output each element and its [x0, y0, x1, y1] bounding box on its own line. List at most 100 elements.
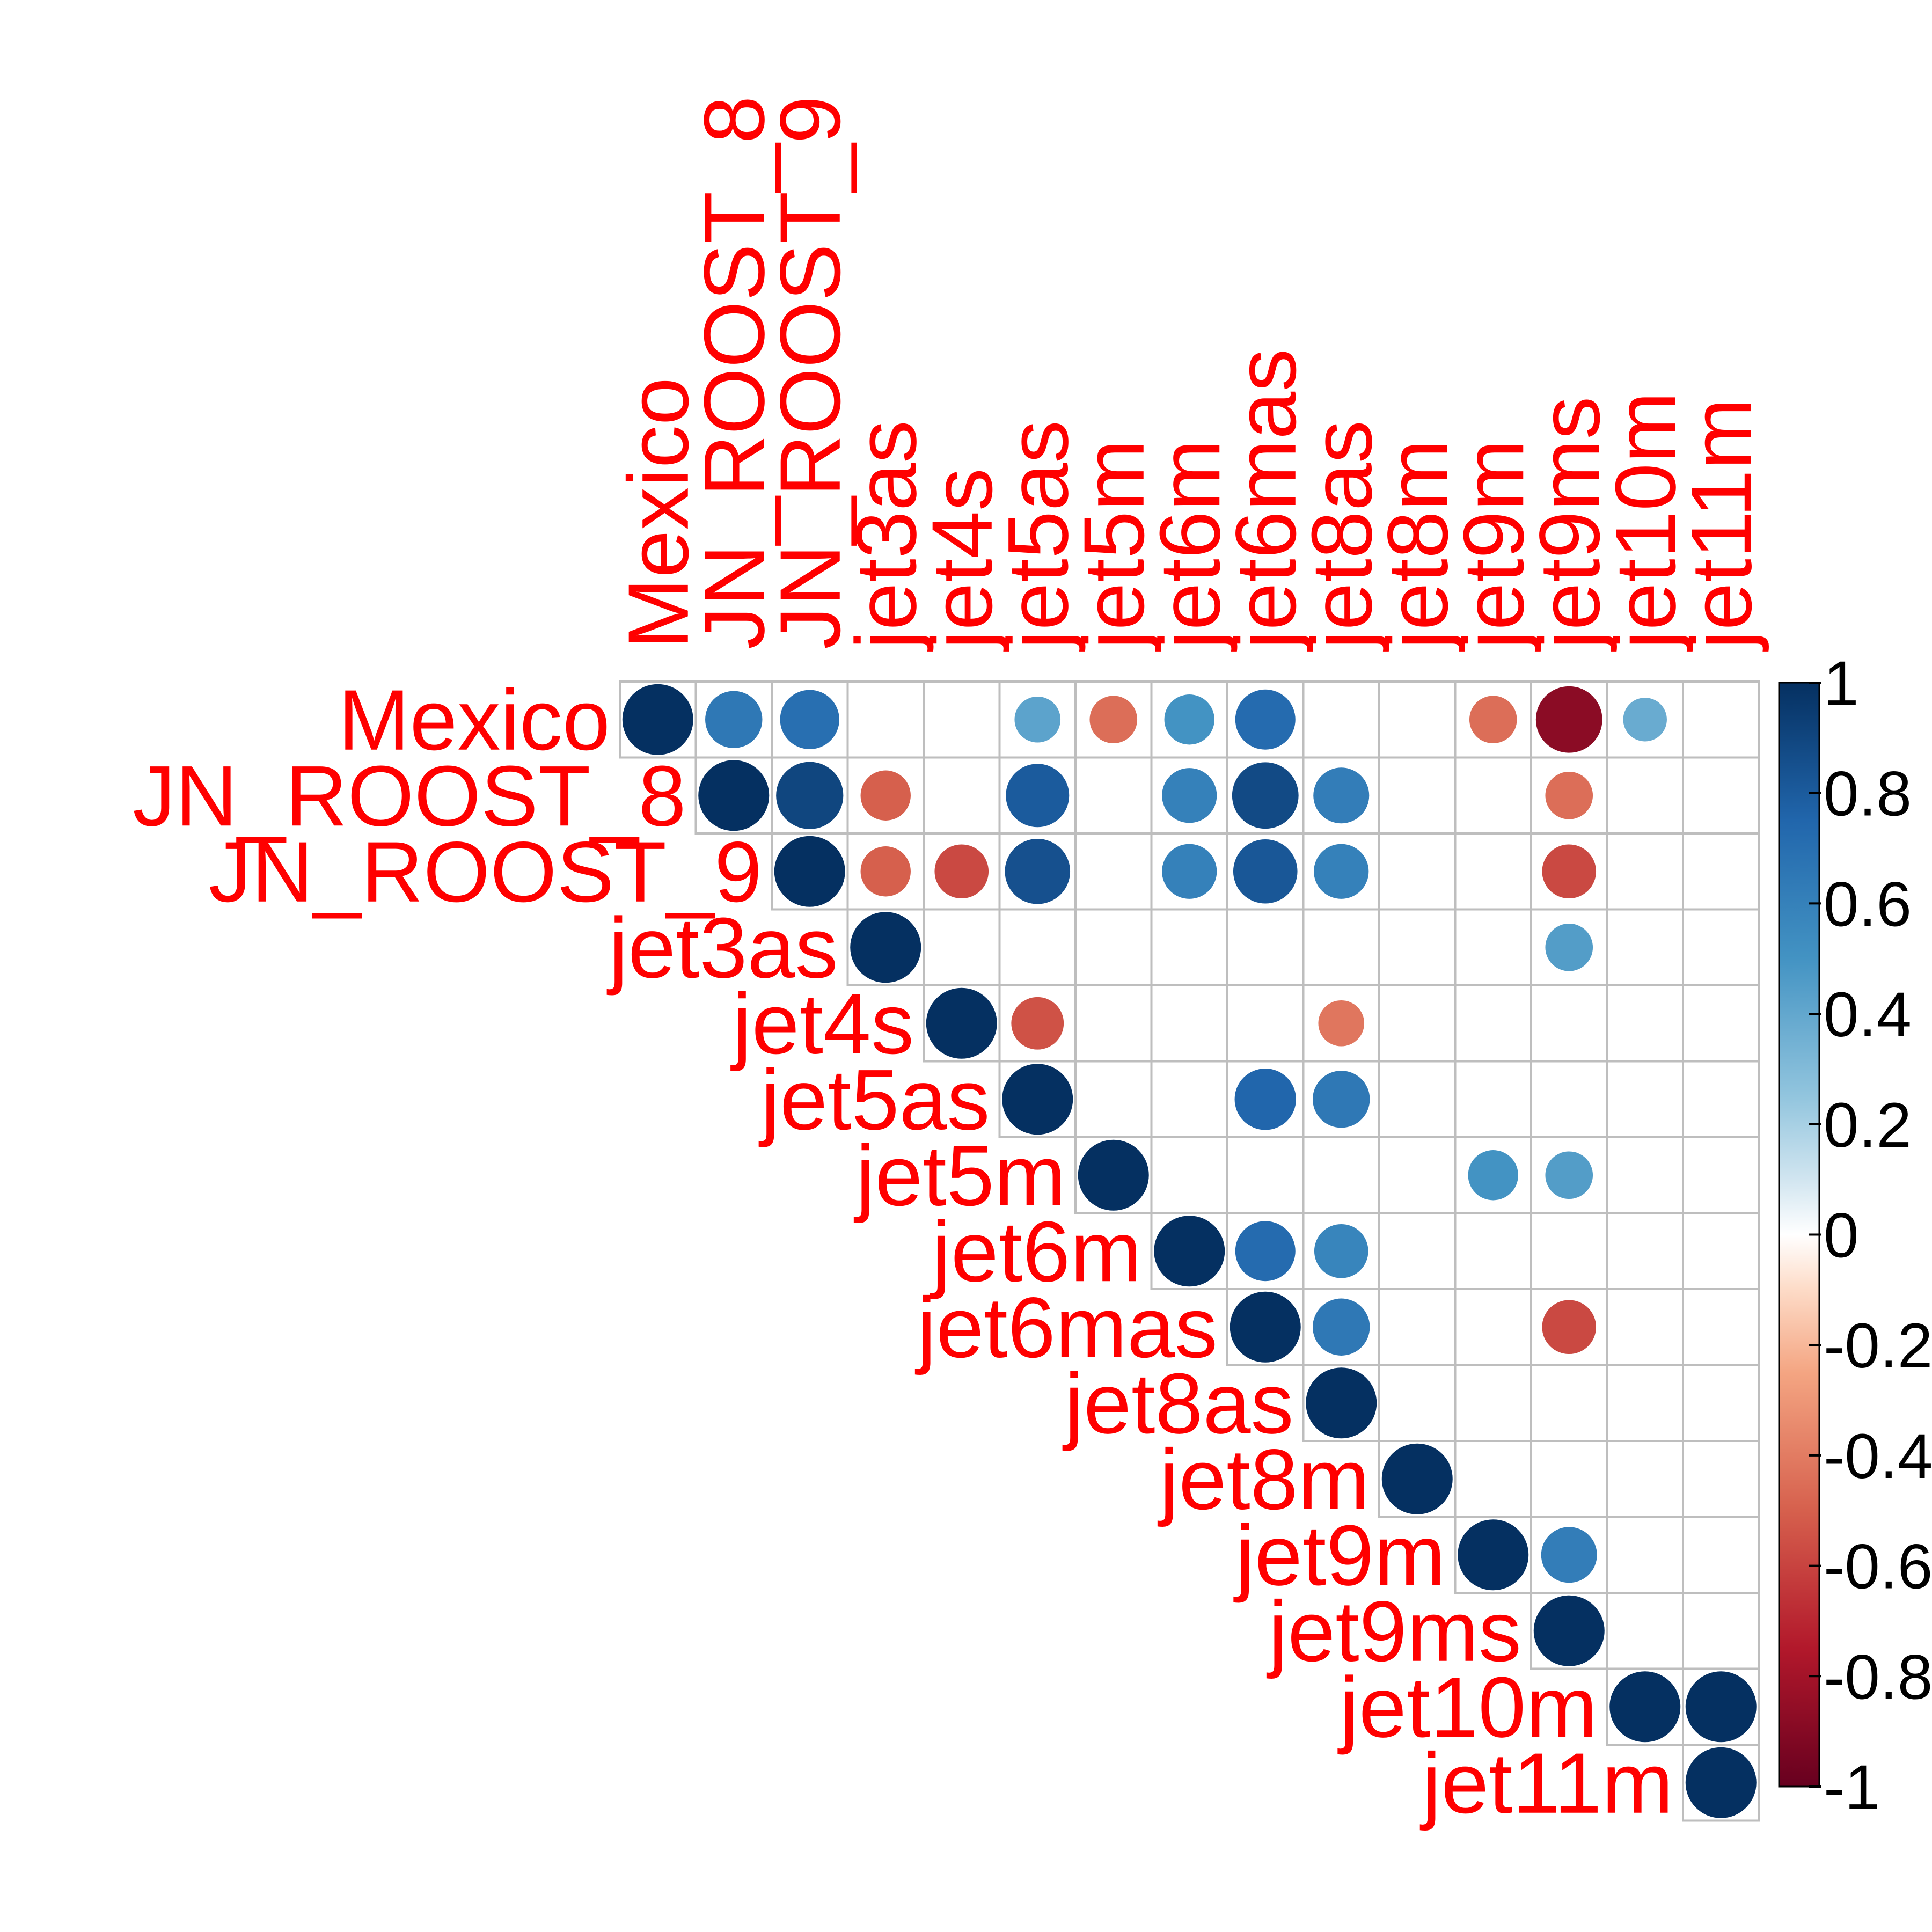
grid-cell [1074, 832, 1153, 911]
row-label-jet9m: jet9m [1233, 1507, 1445, 1603]
grid-cell [1682, 832, 1760, 911]
grid-cell [1682, 756, 1760, 835]
grid-cell [923, 908, 1001, 986]
row-label-jet6mas: jet6mas [915, 1279, 1218, 1375]
colorbar-tick-label: 0.2 [1824, 1090, 1912, 1161]
correlation-circle-jet4s-jet8as [1318, 1000, 1365, 1046]
correlation-circle-Mexico-JN_ROOST_9 [780, 690, 839, 749]
grid-cell [1682, 984, 1760, 1063]
column-label-jet8m: jet8m [1370, 440, 1466, 652]
correlation-circle-jet5as-jet6mas [1234, 1069, 1296, 1130]
row-label-jet8as: jet8as [1063, 1355, 1294, 1451]
grid-cell [1150, 908, 1228, 986]
grid-cell [1682, 1060, 1760, 1138]
correlation-circle-jet6mas-jet6mas [1230, 1291, 1301, 1363]
grid-cell [1302, 908, 1380, 986]
grid-cell [1226, 908, 1305, 986]
grid-cell [1530, 1364, 1608, 1442]
correlation-circle-JN_ROOST_8-jet3as [860, 770, 911, 821]
correlation-circle-JN_ROOST_8-jet5as [1006, 764, 1070, 828]
column-label-jet4s: jet4s [914, 468, 1010, 652]
correlation-circle-Mexico-jet9m [1469, 696, 1517, 744]
grid-cell [1606, 1136, 1684, 1214]
grid-cell [1682, 1744, 1760, 1822]
grid-cell [1530, 1440, 1608, 1518]
correlation-circle-JN_ROOST_8-jet6m [1162, 768, 1217, 823]
column-label-Mexico: Mexico [610, 377, 706, 649]
correlation-circles [622, 684, 1757, 1818]
grid-cell [1378, 908, 1457, 986]
grid-cell [1150, 1136, 1228, 1214]
grid-cell [1682, 1364, 1760, 1442]
correlation-circle-JN_ROOST_9-jet9ms [1542, 844, 1597, 899]
row-label-jet8m: jet8m [1158, 1431, 1370, 1527]
column-label-jet10m: jet10m [1597, 392, 1693, 652]
grid-cell [1074, 908, 1153, 986]
grid-cell [1682, 908, 1760, 986]
grid-cell [923, 680, 1001, 759]
grid [619, 680, 1760, 1822]
row-label-jet4s: jet4s [730, 976, 914, 1072]
grid-cell [1454, 1288, 1532, 1366]
grid-cell [1682, 1516, 1760, 1594]
correlation-circle-JN_ROOST_9-jet6mas [1233, 839, 1298, 904]
grid-cell [1682, 1592, 1760, 1670]
correlation-circle-JN_ROOST_9-jet4s [934, 844, 989, 899]
row-label-jet9ms: jet9ms [1267, 1583, 1521, 1679]
grid-cell [1302, 1136, 1380, 1214]
correlation-circle-jet9m-jet9ms [1541, 1527, 1597, 1583]
colorbar-tick-label: 0.6 [1824, 869, 1912, 940]
correlation-circle-jet10m-jet10m [1609, 1671, 1681, 1743]
row-label-jet5m: jet5m [854, 1128, 1066, 1224]
row-labels: MexicoJN_ROOST_8JN_ROOST_9jet3asjet4sjet… [133, 672, 1673, 1831]
grid-cell [1606, 1060, 1684, 1138]
correlation-circle-jet5m-jet9ms [1545, 1151, 1593, 1199]
grid-cell [1606, 756, 1684, 835]
grid-cell [1606, 832, 1684, 911]
grid-cell [1682, 1288, 1760, 1366]
column-labels: MexicoJN_ROOST_8JN_ROOST_9jet3asjet4sjet… [610, 96, 1769, 652]
correlation-circle-JN_ROOST_9-jet8as [1314, 844, 1369, 899]
correlation-circle-jet5as-jet8as [1313, 1071, 1370, 1128]
grid-cell [1606, 984, 1684, 1063]
row-label-jet11m: jet11m [1420, 1735, 1673, 1831]
correlation-circle-JN_ROOST_8-JN_ROOST_9 [776, 762, 844, 829]
colorbar-tick-label: -1 [1824, 1752, 1880, 1823]
correlation-circle-jet6m-jet8as [1314, 1224, 1368, 1278]
correlation-circle-Mexico-jet10m [1623, 698, 1667, 742]
correlation-circle-Mexico-JN_ROOST_8 [705, 691, 763, 748]
correlation-circle-JN_ROOST_9-jet5as [1005, 838, 1071, 904]
row-label-JN_ROOST_8: JN_ROOST_8 [133, 748, 686, 844]
column-label-jet5as: jet5as [990, 420, 1086, 652]
correlation-circle-JN_ROOST_9-jet6m [1162, 844, 1217, 899]
correlation-circle-jet6mas-jet8as [1313, 1298, 1370, 1356]
grid-cell [1150, 1060, 1228, 1138]
grid-cell [1606, 1288, 1684, 1366]
colorbar-tick-label: 0.4 [1824, 979, 1912, 1050]
correlation-circle-Mexico-Mexico [622, 684, 693, 755]
column-label-jet6m: jet6m [1141, 440, 1238, 652]
correlation-circle-jet8as-jet8as [1306, 1367, 1377, 1439]
correlation-circle-jet9ms-jet9ms [1533, 1595, 1605, 1666]
correlation-circle-JN_ROOST_8-JN_ROOST_8 [698, 760, 770, 831]
grid-cell [1530, 984, 1608, 1063]
correlation-circle-JN_ROOST_8-jet9ms [1545, 771, 1593, 819]
grid-cell [1606, 1516, 1684, 1594]
correlation-circle-jet4s-jet4s [926, 987, 997, 1059]
grid-cell [1682, 1440, 1760, 1518]
grid-cell [1454, 1364, 1532, 1442]
column-label-jet6mas: jet6mas [1218, 349, 1314, 652]
column-label-jet3as: jet3as [838, 420, 934, 652]
grid-cell [998, 908, 1077, 986]
correlation-circle-JN_ROOST_8-jet8as [1313, 767, 1370, 824]
grid-cell [1302, 680, 1380, 759]
grid-cell [1606, 1592, 1684, 1670]
grid-cell [1454, 756, 1532, 835]
correlation-circle-jet10m-jet11m [1685, 1671, 1757, 1743]
grid-cell [923, 756, 1001, 835]
grid-cell [1074, 756, 1153, 835]
correlation-circle-jet3as-jet3as [850, 912, 921, 983]
correlation-circle-Mexico-jet9ms [1535, 686, 1602, 753]
grid-cell [1226, 984, 1305, 1063]
